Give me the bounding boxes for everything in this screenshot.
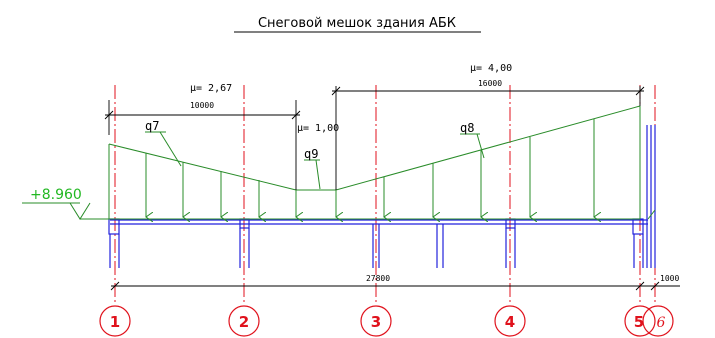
dim-total-value: 27800	[366, 274, 390, 283]
load-label-q8: q8	[460, 121, 474, 135]
axis-bubble-3	[360, 305, 392, 337]
axis-label-3: 3	[371, 313, 381, 331]
mu-middle: μ= 1,00	[297, 123, 339, 134]
elevation-triangle	[69, 202, 91, 220]
mu-right: μ= 4,00	[470, 63, 512, 74]
column-cap-5	[632, 218, 644, 235]
grid-axis-lines	[114, 85, 656, 305]
drawing-title: Снеговой мешок здания АБК	[258, 16, 456, 31]
dimension-lines	[104, 86, 680, 291]
axis-bubble-2	[228, 305, 260, 337]
axis-label-6: 6	[657, 315, 666, 331]
load-label-q9: q9	[304, 147, 318, 161]
axis-bubble-1	[99, 305, 131, 337]
snow-load-diagram	[22, 105, 656, 220]
axis-label-2: 2	[239, 313, 249, 331]
column-cap-1	[108, 218, 120, 235]
dim-right-value: 16000	[478, 79, 502, 88]
mu-left: μ= 2,67	[190, 83, 232, 94]
axis-bubble-4	[494, 305, 526, 337]
load-envelope	[108, 105, 641, 191]
dim-end-value: 1000	[660, 274, 679, 283]
axis-label-1: 1	[110, 313, 120, 331]
elevation-value: +8.960	[30, 187, 82, 203]
load-arrows	[146, 119, 594, 217]
load-label-q7: q7	[145, 119, 159, 133]
axis-bubble-6	[642, 305, 674, 337]
axis-bubble-5	[624, 305, 656, 337]
structure	[108, 125, 656, 268]
dim-left-value: 10000	[190, 101, 214, 110]
axis-label-5: 5	[634, 313, 644, 331]
axis-label-4: 4	[505, 313, 515, 331]
axis-bubbles	[99, 305, 674, 337]
